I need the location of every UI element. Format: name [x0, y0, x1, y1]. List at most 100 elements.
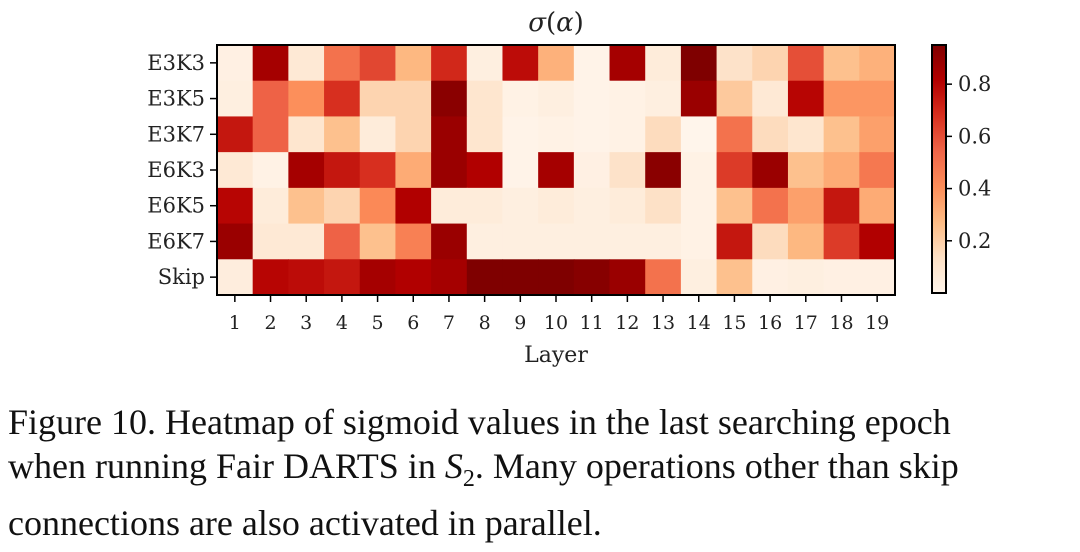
heatmap-cell: [538, 80, 575, 118]
x-tick-label: 18: [829, 312, 853, 334]
heatmap-cell: [252, 259, 289, 296]
y-tick-label: E6K5: [147, 194, 205, 218]
heatmap-cell: [645, 223, 682, 260]
x-tick-label: 17: [794, 312, 818, 334]
caption-math-sub: 2: [462, 466, 475, 493]
heatmap-cell: [395, 187, 432, 225]
x-tick-label: 7: [443, 312, 455, 334]
heatmap-cell: [538, 45, 575, 82]
heatmap-cell: [609, 187, 646, 225]
y-axis: E3K3 E3K5 E3K7 E6K3 E6K5 E6K7 Skip: [147, 51, 217, 289]
heatmap-cell: [359, 259, 397, 296]
heatmap-cell: [252, 187, 289, 225]
heatmap-cell: [502, 223, 539, 260]
heatmap-cell: [680, 152, 718, 189]
heatmap-cell: [324, 259, 361, 296]
heatmap-cell: [288, 45, 325, 82]
heatmap-cell: [252, 116, 289, 153]
heatmap-cell: [431, 223, 468, 260]
heatmap-cell: [609, 223, 646, 260]
heatmap-cell: [288, 187, 325, 225]
heatmap-cell: [859, 80, 896, 118]
heatmap-cells: [217, 45, 896, 296]
heatmap-cell: [823, 223, 860, 260]
heatmap-cell: [716, 259, 753, 296]
heatmap-cell: [752, 187, 789, 225]
heatmap-cell: [252, 45, 289, 82]
heatmap-cell: [680, 187, 718, 225]
heatmap-cell: [538, 116, 575, 153]
heatmap-cell: [823, 45, 860, 82]
heatmap-cell: [645, 116, 682, 153]
title-close-paren: ): [574, 8, 584, 38]
colorbar-tick-label: 0.6: [958, 124, 991, 148]
x-tick-label: 5: [372, 312, 384, 334]
heatmap-cell: [538, 152, 575, 189]
heatmap-cell: [359, 80, 397, 118]
heatmap-cell: [823, 152, 860, 189]
heatmap-cell: [609, 116, 646, 153]
heatmap-cell: [324, 152, 361, 189]
caption-line-2-pre: when running Fair DARTS in: [8, 446, 445, 486]
heatmap-cell: [573, 187, 611, 225]
heatmap-cell: [680, 116, 718, 153]
heatmap-cell: [859, 152, 896, 189]
heatmap-cell: [573, 116, 611, 153]
heatmap-cell: [395, 152, 432, 189]
heatmap-cell: [823, 116, 860, 153]
heatmap-cell: [716, 45, 753, 82]
heatmap-cell: [431, 152, 468, 189]
heatmap-cell: [217, 187, 254, 225]
x-tick-label: 15: [722, 312, 746, 334]
figure-caption: Figure 10. Heatmap of sigmoid values in …: [8, 400, 1076, 545]
heatmap-cell: [752, 259, 789, 296]
heatmap-cell: [787, 223, 825, 260]
heatmap-cell: [609, 80, 646, 118]
heatmap-cell: [466, 187, 504, 225]
heatmap-cell: [573, 223, 611, 260]
heatmap-cell: [573, 259, 611, 296]
x-tick-label: 3: [300, 312, 312, 334]
heatmap-cell: [252, 223, 289, 260]
heatmap-cell: [752, 80, 789, 118]
heatmap-cell: [859, 259, 896, 296]
heatmap-cell: [645, 45, 682, 82]
y-tick-label: E6K7: [147, 229, 205, 253]
heatmap-cell: [502, 152, 539, 189]
x-tick-label: 14: [687, 312, 711, 334]
x-tick-label: 10: [544, 312, 568, 334]
chart-title: σ(α): [528, 8, 584, 38]
title-open-paren: (: [546, 8, 556, 38]
heatmap-cell: [431, 80, 468, 118]
heatmap-cell: [716, 223, 753, 260]
heatmap-cell: [645, 259, 682, 296]
heatmap-cell: [752, 116, 789, 153]
heatmap-cell: [787, 187, 825, 225]
x-tick-label: 2: [264, 312, 276, 334]
x-tick-label: 4: [336, 312, 348, 334]
heatmap-cell: [288, 223, 325, 260]
heatmap-cell: [502, 45, 539, 82]
title-sigma: σ: [528, 8, 547, 38]
heatmap-cell: [359, 223, 397, 260]
caption-line-3: connections are also activated in parall…: [8, 503, 602, 544]
y-tick-label: E6K3: [147, 158, 205, 182]
heatmap-cell: [395, 45, 432, 82]
heatmap-cell: [645, 152, 682, 189]
heatmap-cell: [716, 152, 753, 189]
heatmap-cell: [787, 116, 825, 153]
heatmap-cell: [288, 116, 325, 153]
heatmap-cell: [680, 259, 718, 296]
caption-line-1: Figure 10. Heatmap of sigmoid values in …: [8, 402, 951, 442]
heatmap-cell: [609, 259, 646, 296]
heatmap-cell: [324, 223, 361, 260]
y-tick-label: E3K7: [147, 122, 205, 146]
heatmap-cell: [288, 152, 325, 189]
heatmap-cell: [538, 259, 575, 296]
heatmap-cell: [823, 80, 860, 118]
heatmap-cell: [466, 45, 504, 82]
x-tick-label: 11: [580, 312, 604, 334]
heatmap-cell: [217, 259, 254, 296]
x-tick-label: 6: [407, 312, 419, 334]
heatmap-cell: [752, 152, 789, 189]
